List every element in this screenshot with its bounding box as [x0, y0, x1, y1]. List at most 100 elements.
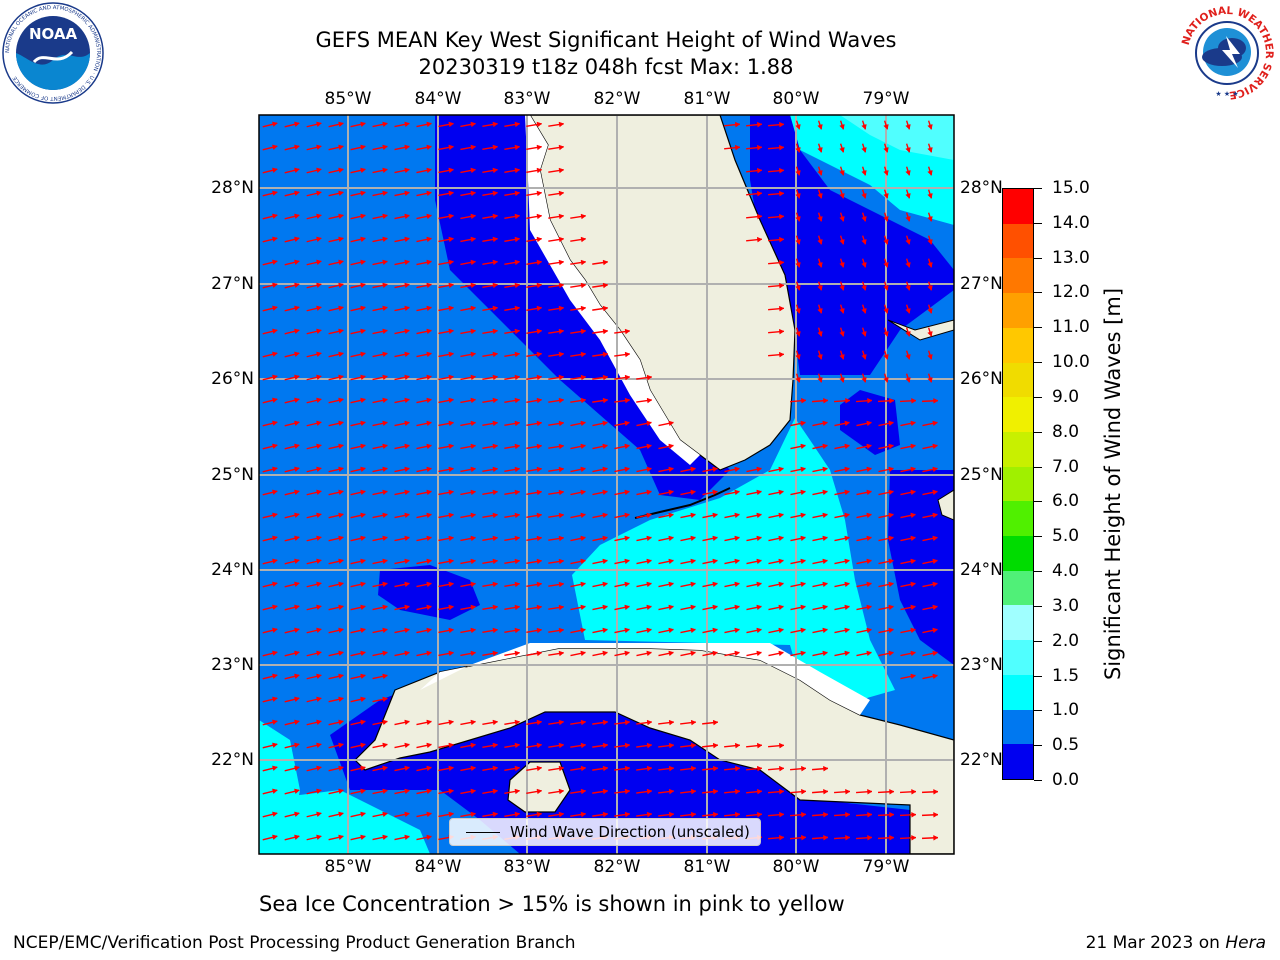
- wave-direction-arrowhead: [888, 558, 895, 565]
- wave-direction-arrowhead: [911, 812, 917, 818]
- wave-direction-arrowhead: [580, 811, 587, 818]
- wave-direction-arrowhead: [448, 466, 455, 473]
- colorbar-tick: [1034, 222, 1042, 224]
- colorbar-tick: [1034, 501, 1042, 503]
- wave-direction-arrowhead: [690, 788, 697, 795]
- wave-direction-arrowhead: [602, 282, 609, 289]
- wave-direction-arrowhead: [448, 305, 455, 312]
- wave-direction-arrowhead: [404, 443, 410, 450]
- wave-direction-arrowhead: [360, 558, 366, 565]
- colorbar-segment: [1003, 570, 1033, 606]
- wave-direction-arrowhead: [272, 811, 278, 818]
- wave-direction-arrowhead: [779, 236, 785, 243]
- wave-direction-arrowhead: [690, 627, 697, 634]
- wave-direction-arrowhead: [712, 719, 719, 726]
- wave-direction-arrowhead: [844, 489, 851, 496]
- wave-direction-arrowhead: [492, 811, 499, 818]
- wave-direction-arrowhead: [514, 190, 521, 197]
- wave-direction-arrowhead: [756, 213, 763, 220]
- wave-direction-arrowhead: [822, 443, 829, 450]
- wave-direction-arrowhead: [536, 236, 543, 243]
- wave-direction-arrowhead: [800, 420, 807, 427]
- wave-direction-arrowhead: [294, 581, 300, 588]
- wave-direction-arrowhead: [316, 765, 322, 772]
- wave-direction-arrowhead: [801, 834, 807, 841]
- wave-direction-arrowhead: [602, 512, 609, 519]
- wave-direction-arrowhead: [602, 397, 609, 404]
- wave-direction-arrowhead: [448, 558, 455, 565]
- wave-direction-arrowhead: [823, 397, 829, 404]
- wave-direction-arrowhead: [580, 489, 587, 496]
- wave-direction-arrowhead: [382, 167, 388, 174]
- wave-direction-arrowhead: [558, 374, 565, 381]
- wave-direction-arrowhead: [514, 581, 521, 588]
- wave-direction-arrowhead: [514, 282, 521, 289]
- wave-direction-arrowhead: [817, 193, 823, 199]
- wave-direction-arrowhead: [536, 351, 543, 358]
- wave-direction-arrowhead: [426, 581, 433, 588]
- wave-direction-arrowhead: [404, 558, 410, 565]
- wave-direction-arrowhead: [844, 558, 851, 565]
- cuba-land: [354, 647, 954, 854]
- wave-direction-arrowhead: [927, 239, 933, 245]
- wave-direction-arrowhead: [448, 627, 455, 634]
- wave-direction-arrowhead: [646, 719, 653, 726]
- wave-direction-arrowhead: [795, 354, 801, 360]
- wave-direction-arrowhead: [426, 466, 433, 473]
- wave-direction-arrowhead: [866, 604, 873, 611]
- wave-direction-arrowhead: [272, 236, 278, 243]
- wave-direction-arrowhead: [272, 466, 278, 473]
- wave-direction-arrowhead: [756, 581, 763, 588]
- wave-direction-arrowhead: [646, 443, 653, 450]
- wave-direction-arrowhead: [801, 811, 807, 818]
- wave-direction-arrowhead: [536, 328, 543, 335]
- wave-direction-arrowhead: [778, 604, 785, 611]
- colorbar-tick-label: 5.0: [1052, 526, 1080, 547]
- wave-direction-arrowhead: [795, 331, 801, 337]
- wave-direction-arrowhead: [448, 121, 455, 128]
- wave-direction-arrowhead: [360, 673, 366, 680]
- wave-direction-arrowhead: [861, 262, 867, 268]
- wave-direction-arrowhead: [338, 489, 344, 496]
- wave-direction-arrowhead: [492, 328, 499, 335]
- wave-direction-arrowhead: [382, 719, 388, 726]
- andros-land: [937, 489, 954, 521]
- wave-direction-arrowhead: [514, 420, 521, 427]
- colorbar-segment: [1003, 223, 1033, 259]
- map-legend: Wind Wave Direction (unscaled): [449, 818, 761, 846]
- wave-direction-arrowhead: [580, 788, 587, 795]
- wave-direction-arrowhead: [316, 604, 322, 611]
- wave-direction-arrowhead: [888, 650, 895, 657]
- wave-direction-arrowhead: [514, 236, 521, 243]
- wave-direction-arrowhead: [795, 285, 801, 291]
- colorbar-tick: [1034, 675, 1042, 677]
- wave-direction-arrowhead: [712, 742, 719, 749]
- wave-direction-arrowhead: [316, 558, 322, 565]
- wave-direction-arrowhead: [558, 236, 565, 243]
- wave-direction-arrowhead: [646, 466, 653, 473]
- wave-direction-arrowhead: [927, 147, 933, 153]
- colorbar-segment: [1003, 640, 1033, 675]
- wave-direction-arrowhead: [779, 834, 785, 841]
- wave-direction-arrowhead: [800, 558, 807, 565]
- wave-direction-arrowhead: [316, 213, 322, 220]
- colorbar-tick: [1034, 188, 1042, 189]
- wave-direction-arrowhead: [316, 374, 322, 381]
- wave-direction-arrowhead: [646, 581, 653, 588]
- latitude-label: 22°N: [960, 750, 1003, 770]
- wave-direction-arrowhead: [927, 308, 933, 314]
- wave-direction-arrowhead: [492, 558, 499, 565]
- wave-direction-arrowhead: [382, 328, 388, 335]
- wave-direction-arrowhead: [580, 558, 587, 565]
- wave-direction-arrowhead: [404, 213, 410, 220]
- wave-direction-arrowhead: [448, 420, 455, 427]
- wave-direction-arrowhead: [646, 765, 653, 772]
- wave-direction-arrowhead: [624, 397, 631, 404]
- colorbar-tick: [1034, 466, 1042, 468]
- wave-direction-arrowhead: [756, 167, 763, 174]
- wave-direction-arrowhead: [360, 420, 366, 427]
- wave-direction-arrowhead: [492, 719, 499, 726]
- wave-direction-arrowhead: [272, 351, 278, 358]
- wave-direction-arrowhead: [272, 512, 278, 519]
- wave-direction-arrowhead: [845, 811, 851, 818]
